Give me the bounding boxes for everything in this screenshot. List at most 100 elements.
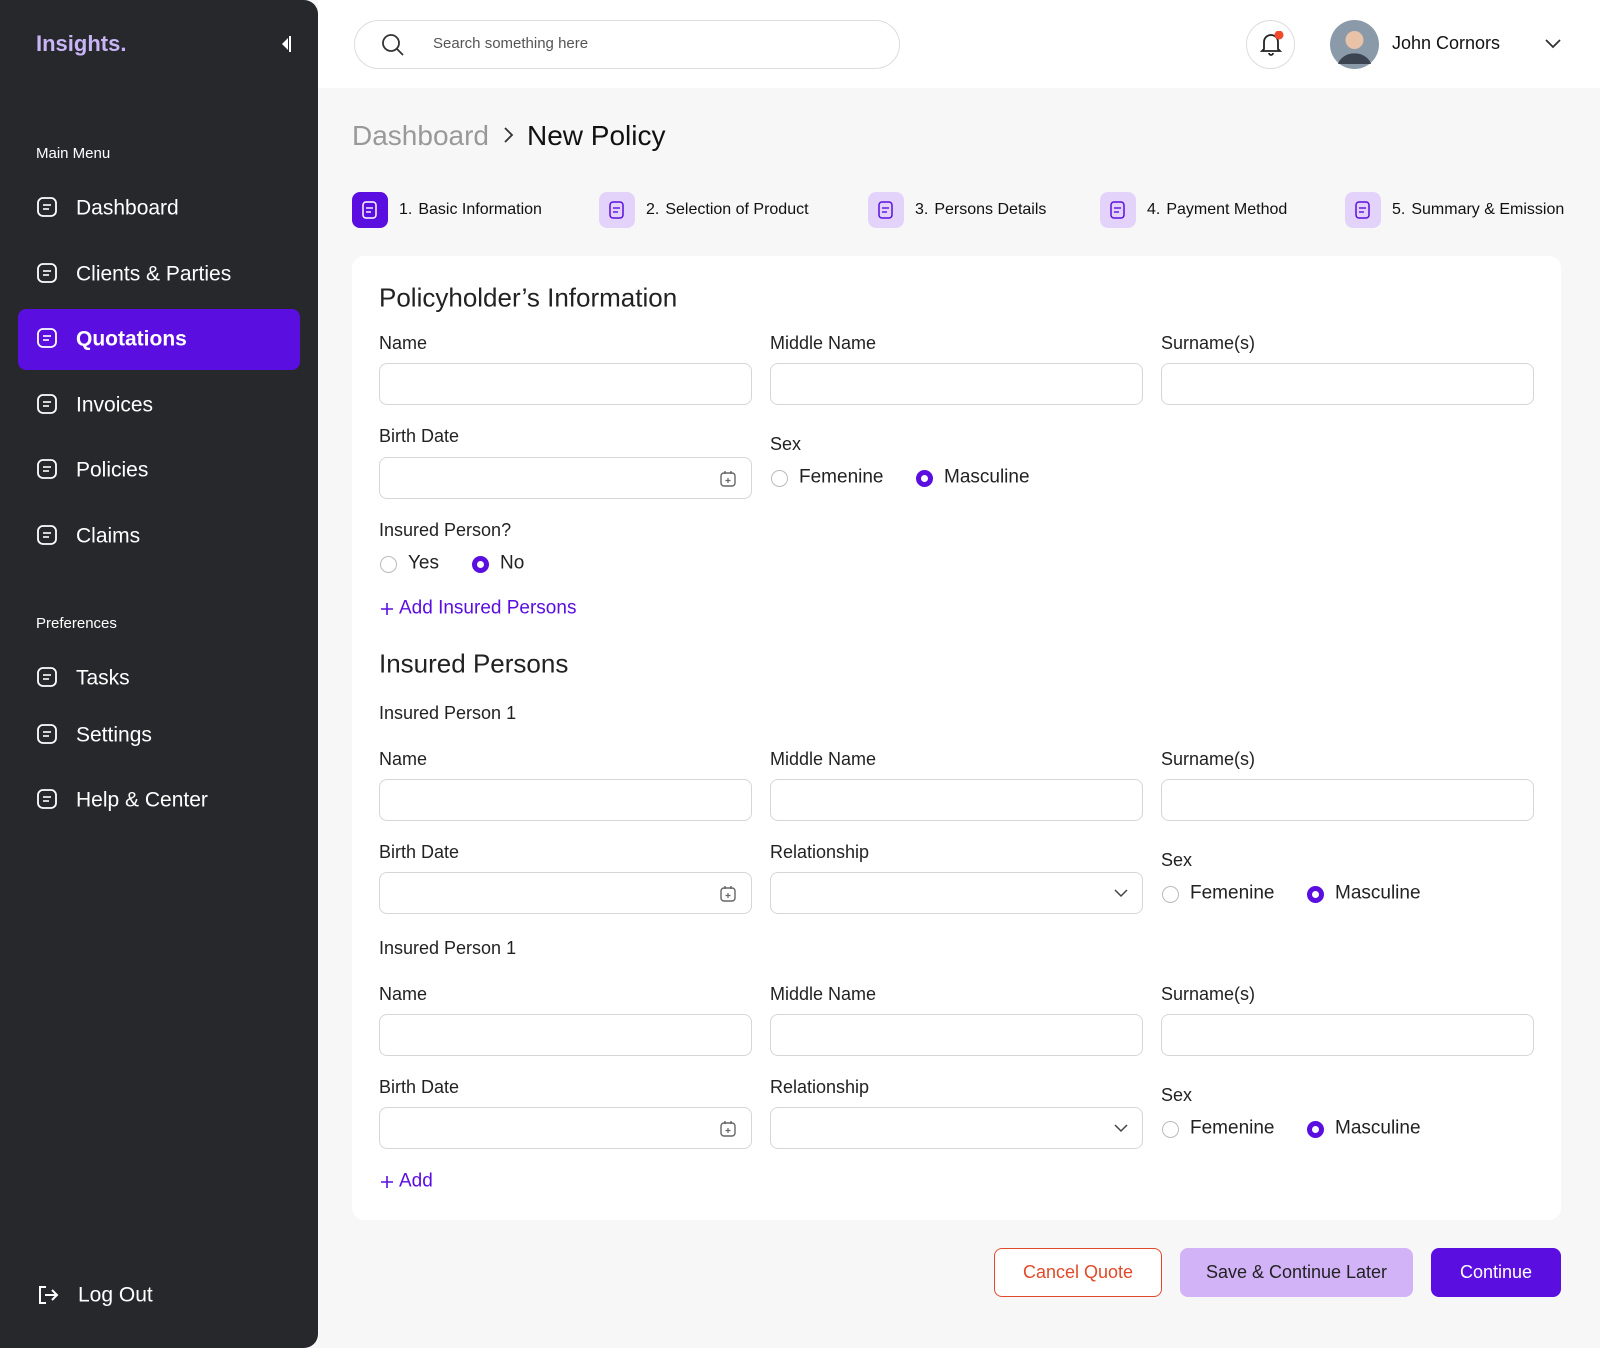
field-label: Sex [770, 434, 802, 455]
radio[interactable] [380, 556, 397, 573]
radio-label[interactable]: No [500, 552, 525, 574]
button[interactable]: Save & Continue Later [1180, 1248, 1413, 1297]
text-input[interactable] [379, 779, 752, 821]
nav-item[interactable]: Claims [76, 524, 141, 548]
radio[interactable] [771, 470, 788, 487]
logo: Insights. [36, 30, 127, 56]
radio[interactable] [1162, 886, 1179, 903]
select-input[interactable] [770, 872, 1143, 914]
nav-item[interactable]: Help & Center [76, 788, 208, 812]
plus-icon [381, 603, 393, 615]
nav-item[interactable]: Clients & Parties [76, 262, 232, 286]
step-label: Payment Method [1166, 201, 1288, 218]
section-title: Main Menu [36, 145, 111, 162]
section-title: Policyholder’s Information [379, 282, 678, 313]
field-label: Relationship [770, 1077, 870, 1098]
text-input[interactable] [770, 363, 1143, 405]
radio[interactable] [1307, 886, 1324, 903]
button[interactable]: Cancel Quote [994, 1248, 1162, 1297]
radio[interactable] [916, 470, 933, 487]
search-placeholder: Search something here [433, 35, 589, 52]
nav-item[interactable]: Settings [76, 723, 152, 747]
radio-label[interactable]: Femenine [1190, 1117, 1275, 1139]
nav-icon [37, 525, 57, 545]
bell-icon [1259, 31, 1284, 56]
field-label: Middle Name [770, 749, 877, 770]
step-icon [362, 201, 377, 219]
step[interactable]: 2. Selection of Product [646, 201, 809, 219]
person-heading: Insured Person 1 [379, 938, 517, 959]
radio[interactable] [472, 556, 489, 573]
text-input[interactable] [770, 1014, 1143, 1056]
avatar [1330, 20, 1379, 69]
text-input[interactable] [379, 1107, 752, 1149]
radio-label[interactable]: Yes [408, 552, 439, 574]
radio-label[interactable]: Femenine [1190, 882, 1275, 904]
button[interactable]: Continue [1431, 1248, 1561, 1297]
radio[interactable] [1307, 1121, 1324, 1138]
nav-item[interactable]: Tasks [76, 666, 130, 690]
sidebar: Insights. Main Menu Dashboard Clients & Par… [0, 0, 318, 1348]
select-chevron [1114, 889, 1128, 898]
logout[interactable]: Log Out [78, 1283, 153, 1307]
breadcrumb-link[interactable]: Dashboard [352, 120, 489, 152]
search-box[interactable]: Search something here [354, 20, 900, 69]
plus-icon [381, 1176, 393, 1188]
nav-icon [37, 459, 57, 479]
field-label: Middle Name [770, 984, 877, 1005]
nav-icon [37, 328, 57, 348]
step[interactable]: 3. Persons Details [915, 201, 1046, 219]
step-icon-bg [868, 192, 904, 228]
text-input[interactable] [379, 872, 752, 914]
text-input[interactable] [1161, 363, 1534, 405]
step-label: Selection of Product [665, 201, 809, 218]
nav-item[interactable]: Policies [76, 458, 149, 482]
section-title: Insured Persons [379, 648, 569, 679]
nav-item[interactable]: Dashboard [76, 196, 179, 220]
field-label: Name [379, 333, 428, 354]
step-number: 1. [399, 201, 413, 218]
nav-icon [37, 263, 57, 283]
text-input[interactable] [1161, 1014, 1534, 1056]
radio-label[interactable]: Masculine [1335, 882, 1421, 904]
step-number: 4. [1147, 201, 1161, 218]
text-input[interactable] [379, 457, 752, 499]
step[interactable]: 4. Payment Method [1147, 201, 1287, 219]
radio-label[interactable]: Masculine [944, 466, 1030, 488]
breadcrumb-chevron [504, 127, 514, 143]
field-label: Birth Date [379, 1077, 460, 1098]
field-label: Relationship [770, 842, 870, 863]
step-number: 3. [915, 201, 929, 218]
add-link[interactable]: Add Insured Persons [399, 597, 577, 619]
radio-label[interactable]: Masculine [1335, 1117, 1421, 1139]
radio-label[interactable]: Femenine [799, 466, 884, 488]
radio[interactable] [1162, 1121, 1179, 1138]
user-name[interactable]: John Cornors [1392, 33, 1501, 54]
step[interactable]: 5. Summary & Emission [1392, 201, 1564, 219]
field-label: Surname(s) [1161, 749, 1256, 770]
search-icon [382, 34, 404, 56]
add-link[interactable]: Add [399, 1170, 433, 1192]
nav-icon [37, 667, 57, 687]
text-input[interactable] [379, 1014, 752, 1056]
bell-button[interactable] [1246, 20, 1295, 69]
text-input[interactable] [770, 779, 1143, 821]
select-input[interactable] [770, 1107, 1143, 1149]
step-icon-bg [1345, 192, 1381, 228]
field-label: Middle Name [770, 333, 877, 354]
step-icon-bg [352, 192, 388, 228]
step-label: Summary & Emission [1411, 201, 1565, 218]
person-heading: Insured Person 1 [379, 703, 517, 724]
text-input[interactable] [1161, 779, 1534, 821]
nav-item[interactable]: Invoices [76, 393, 154, 417]
step-label: Persons Details [934, 201, 1047, 218]
field-label: Sex [1161, 850, 1193, 871]
form-card [352, 256, 1561, 1220]
logout-icon [39, 1286, 59, 1304]
text-input[interactable] [379, 363, 752, 405]
nav-item[interactable]: Quotations [76, 327, 187, 351]
step[interactable]: 1. Basic Information [399, 201, 542, 219]
field-label: Insured Person? [379, 520, 512, 541]
field-label: Name [379, 984, 428, 1005]
